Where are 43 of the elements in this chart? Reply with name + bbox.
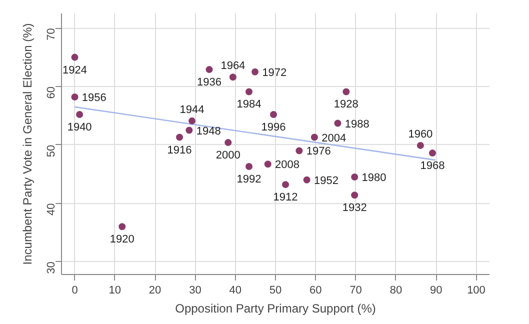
annotation: 1920	[110, 234, 134, 246]
y-tick-label: 70	[46, 28, 58, 40]
annotation: 1960	[408, 128, 433, 140]
y-axis-title: Incumbent Party Vote in General Election (%)	[20, 23, 34, 265]
annotation: 1972	[262, 66, 287, 79]
annotation: 1980	[362, 172, 386, 184]
annotation: 1988	[344, 118, 370, 130]
x-tick-label: 50	[269, 284, 282, 296]
x-tick-label: 40	[229, 284, 242, 296]
x-tick-label: 90	[430, 284, 442, 296]
x-tick-label: 80	[390, 284, 402, 296]
x-tick-label: 30	[189, 284, 202, 296]
x-axis-title: Opposition Party Primary Support (%)	[175, 302, 376, 316]
annotation: 2004	[322, 132, 346, 144]
y-tick-label: 60	[46, 86, 58, 99]
x-tick-label: 100	[467, 284, 486, 296]
annotation: 1916	[167, 144, 192, 156]
annotation: 1996	[261, 122, 286, 134]
annotation: 1968	[420, 160, 445, 172]
y-tick-label: 30	[46, 262, 58, 274]
annotation: 1976	[306, 146, 331, 158]
annotation: 1924	[62, 64, 87, 76]
annotation: 1992	[236, 173, 262, 186]
annotation: 1956	[82, 92, 106, 104]
x-tick-label: 10	[108, 284, 122, 296]
annotation: 2008	[275, 159, 300, 172]
y-tick-label: 40	[46, 203, 58, 216]
annotation: 1964	[220, 60, 246, 72]
annotation: 1948	[196, 125, 221, 138]
x-tick-label: 20	[148, 284, 162, 296]
x-tick-label: 70	[350, 284, 362, 296]
annotation: 1936	[197, 76, 222, 89]
annotation: 1932	[342, 202, 367, 214]
annotation: 1928	[334, 98, 358, 111]
annotation: 2000	[216, 150, 240, 162]
x-tick-label: 60	[310, 284, 322, 296]
annotation: 1952	[314, 174, 338, 187]
annotation: 1912	[273, 192, 298, 204]
x-tick-label: 0	[72, 284, 78, 296]
annotation: 1944	[180, 104, 204, 116]
annotation: 1940	[67, 122, 92, 134]
y-tick-label: 50	[46, 144, 58, 158]
annotation: 1984	[236, 98, 262, 111]
